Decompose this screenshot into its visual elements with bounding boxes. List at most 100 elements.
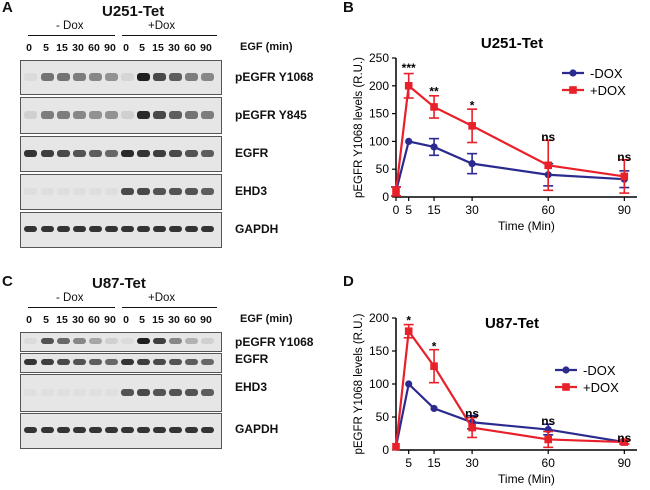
blot-band — [153, 226, 166, 232]
blot-band — [137, 110, 150, 119]
blot-band — [57, 359, 70, 365]
x-tick-label: 0 — [393, 203, 400, 217]
y-tick-label: 100 — [369, 134, 389, 148]
series-line-dox — [394, 328, 625, 447]
blot-band — [121, 149, 134, 157]
significance-label: ns — [617, 150, 631, 164]
series-line-dox — [394, 140, 625, 192]
blot-band — [41, 226, 54, 232]
condition-divider-plus-c — [122, 307, 217, 308]
blot-band — [169, 226, 182, 232]
blot-band — [105, 72, 118, 81]
data-point — [468, 122, 476, 130]
lane-label: 30 — [72, 314, 84, 326]
y-tick-label: 150 — [369, 107, 389, 121]
blot-strip-a-ehd3 — [20, 174, 222, 210]
x-axis-label: Time (Min) — [498, 472, 555, 486]
legend-label: +DOX — [590, 83, 626, 98]
lane-label: 60 — [88, 42, 100, 54]
data-point — [392, 187, 400, 196]
x-axis-label: Time (Min) — [498, 219, 555, 233]
data-point — [544, 161, 553, 170]
blot-band — [185, 427, 198, 433]
condition-plus-dox-a: +Dox — [148, 20, 176, 32]
lane-label: 0 — [123, 314, 129, 326]
condition-divider-minus-c — [28, 307, 115, 308]
blot-band — [89, 149, 102, 157]
blot-band — [137, 427, 150, 433]
data-point — [405, 380, 413, 388]
lane-label: 90 — [200, 314, 212, 326]
lane-label: 15 — [56, 314, 68, 326]
x-tick-label: 5 — [405, 456, 412, 470]
blot-band — [201, 110, 214, 119]
blot-band — [57, 226, 70, 232]
significance-label: * — [470, 98, 475, 112]
band-label-c-pegfr-y1068: pEGFR Y1068 — [235, 335, 314, 349]
band-label-c-egfr: EGFR — [235, 352, 269, 366]
blot-band — [24, 427, 37, 433]
blot-band — [185, 110, 198, 119]
chart-title: U87-Tet — [485, 315, 539, 332]
egf-label-a: EGF (min) — [240, 41, 293, 53]
blot-band — [41, 110, 54, 119]
lane-label: 0 — [26, 314, 32, 326]
x-tick-label: 15 — [427, 456, 441, 470]
y-tick-label: 200 — [369, 311, 389, 325]
legend-label: +DOX — [583, 380, 619, 395]
y-tick-label: 150 — [369, 344, 389, 358]
lane-label: 30 — [168, 314, 180, 326]
data-point — [620, 172, 629, 181]
blot-strip-c-pegfr-y1068 — [20, 332, 222, 352]
significance-label: ** — [429, 84, 439, 98]
lane-label: 60 — [184, 314, 196, 326]
condition-minus-dox-c: - Dox — [56, 292, 84, 304]
blot-band — [24, 338, 37, 344]
blot-strip-c-egfr — [20, 353, 222, 373]
y-tick-label: 250 — [369, 51, 389, 65]
blot-band — [121, 187, 134, 195]
panel-letter-c: C — [2, 273, 13, 290]
blot-band — [73, 187, 86, 195]
blot-band — [121, 427, 134, 433]
data-point — [392, 442, 400, 451]
band-label-a-ehd3: EHD3 — [235, 184, 268, 198]
blot-title-a: U251-Tet — [102, 3, 165, 20]
band-label-a-egfr: EGFR — [235, 146, 269, 160]
blot-band — [105, 226, 118, 232]
blot-band — [185, 72, 198, 81]
band-label-c-gapdh: GAPDH — [235, 422, 279, 436]
lane-label: 5 — [139, 42, 145, 54]
blot-band — [105, 359, 118, 365]
data-point — [430, 103, 438, 111]
y-tick-label: 0 — [382, 443, 389, 457]
legend-label: -DOX — [590, 66, 623, 81]
lane-label: 90 — [200, 42, 212, 54]
blot-band — [105, 149, 118, 157]
lane-label: 30 — [168, 42, 180, 54]
blot-band — [121, 72, 134, 81]
blot-band — [121, 110, 134, 119]
blot-band — [137, 359, 150, 365]
blot-band — [73, 427, 86, 433]
blot-band — [41, 149, 54, 157]
blot-band — [201, 427, 214, 433]
blot-band — [153, 149, 166, 157]
lane-label: 90 — [104, 314, 116, 326]
band-label-a-pegfr-y1068: pEGFR Y1068 — [235, 70, 314, 84]
condition-plus-dox-c: +Dox — [148, 292, 176, 304]
y-axis-label: pEGFR Y1068 levels (R.U.) — [353, 57, 365, 198]
blot-band — [185, 338, 198, 344]
x-tick-label: 5 — [405, 203, 412, 217]
blot-band — [121, 359, 134, 365]
blot-band — [57, 149, 70, 157]
x-tick-label: 30 — [465, 456, 479, 470]
blot-band — [137, 149, 150, 157]
blot-band — [169, 149, 182, 157]
series-line-dox — [394, 83, 625, 192]
blot-band — [24, 359, 37, 365]
blot-band — [137, 226, 150, 232]
x-tick-label: 60 — [542, 456, 556, 470]
blot-band — [57, 72, 70, 81]
